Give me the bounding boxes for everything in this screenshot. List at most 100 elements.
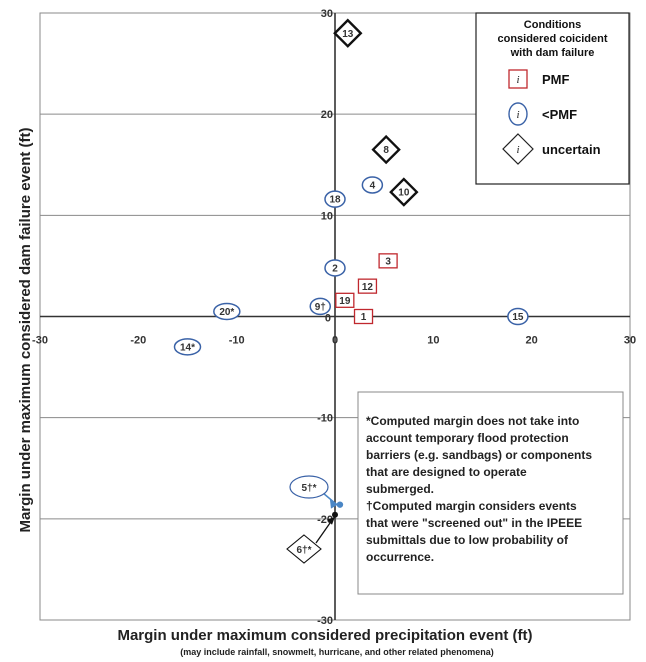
data-point: 12 [357,278,378,294]
legend-entry: i uncertain [502,133,601,165]
point-label: 14* [180,342,195,353]
legend-entry: i PMF [508,69,570,89]
point-label: 1 [361,312,367,323]
ellipse-marker [213,302,241,321]
ellipse-marker [289,475,329,499]
point-label: 5†* [301,483,316,494]
ellipse-marker [507,307,529,326]
footnote-line: *Computed margin does not take into [366,414,579,428]
y-tick-label: -10 [317,413,333,425]
point-label: 18 [329,195,341,206]
data-point-dot [332,511,338,518]
footnote-box: *Computed margin does not take into accou… [357,391,624,595]
data-point: 9† [309,297,331,316]
point-label: 10 [398,188,410,199]
diamond-marker [333,18,363,48]
point-label: 8 [383,145,389,156]
x-tick-label: -10 [229,335,245,347]
legend-title: with dam failure [510,47,595,59]
data-point: 15 [507,307,529,326]
data-point: 10 [389,177,419,207]
footnote-line: account temporary flood protection [366,431,569,445]
footnote-line: barriers (e.g. sandbags) or components [366,448,592,462]
data-point: 14* [173,338,202,356]
footnote-line: that are designed to operate [366,465,527,479]
point-label: 19 [339,296,351,307]
point-label: 12 [362,282,374,293]
axes [40,13,630,620]
legend-entry: i <PMF [508,102,577,126]
point-label: 4 [370,181,376,192]
tick-labels: -30 -20 -10 0 10 20 30 -30 -20 -10 10 20 30 0 [32,8,636,627]
ellipse-marker [324,190,346,208]
diamond-marker [389,177,419,207]
data-point: 8 [371,134,401,165]
data-point: 1 [353,308,374,325]
y-tick-label: -30 [317,615,333,627]
square-marker [335,292,355,308]
data-point: 2 [324,259,346,277]
legend-title: considered coicident [497,33,607,45]
data-point-dot [336,501,344,508]
y-tick-label: 30 [321,8,333,20]
legend-entry-label: <PMF [542,107,577,122]
data-point: 3 [378,253,398,269]
footnote-line: that were "screened out" in the IPEEE [366,516,582,530]
diamond-marker [286,534,322,564]
data-point: 20* [213,302,241,321]
footnote-line: submerged. [366,482,434,496]
x-tick-label: -20 [130,335,146,347]
legend-title: Conditions [524,19,581,31]
legend-diamond-marker [502,133,534,165]
point-label: 9† [315,302,326,313]
ellipse-marker [361,176,384,194]
data-point: 4 [361,176,384,194]
legend-symbol-label: i [516,74,519,86]
callout-label: 6†* [286,534,322,564]
data-point: 18 [324,190,346,208]
x-tick-label: 20 [526,335,538,347]
legend: Conditions considered coicident with dam f… [475,12,630,185]
point-label: 13 [342,29,354,40]
y-tick-label: 0 [325,313,331,325]
point-label: 20* [219,307,234,318]
x-tick-label: 10 [427,335,439,347]
y-tick-label: 20 [321,109,333,121]
y-tick-label: -20 [317,514,333,526]
x-tick-label: 30 [624,335,636,347]
ellipse-marker [324,259,346,277]
diamond-marker [371,134,401,165]
callout-arrowhead [327,516,335,525]
square-marker [357,278,378,294]
point-label: 2 [332,264,338,275]
callout-label: 5†* [289,475,329,499]
x-tick-label: 0 [332,335,338,347]
square-marker [378,253,398,269]
x-tick-label: -30 [32,335,48,347]
ellipse-marker [309,297,331,316]
legend-square-marker [508,69,528,89]
point-label: 15 [512,312,524,323]
x-axis-sublabel: (may include rainfall, snowmelt, hurrica… [180,647,494,657]
legend-box [475,12,630,185]
point-label: 3 [385,256,391,267]
footnote-frame [357,391,624,595]
legend-symbol-label: i [516,144,519,156]
legend-entry-label: PMF [542,72,570,87]
data-points: 13 8 10 4 18 2 3 12 19 1 9† 20* 14* 15 5†* 6†* [173,18,529,564]
data-point: 19 [335,292,355,308]
legend-ellipse-marker [508,102,528,126]
y-axis-label: Margin under maximum considered dam fail… [17,127,34,532]
legend-symbol-label: i [516,109,519,121]
point-label: 6†* [296,545,311,556]
legend-entry-label: uncertain [542,142,601,157]
data-point: 13 [333,18,363,48]
y-tick-label: 10 [321,210,333,222]
x-axis-label: Margin under maximum considered precipit… [117,627,532,644]
ellipse-marker [173,338,202,356]
square-marker [353,308,374,325]
footnote-line: occurrence. [366,550,434,564]
callout-arrowhead [329,499,338,509]
footnote-line: †Computed margin considers events [366,499,577,513]
